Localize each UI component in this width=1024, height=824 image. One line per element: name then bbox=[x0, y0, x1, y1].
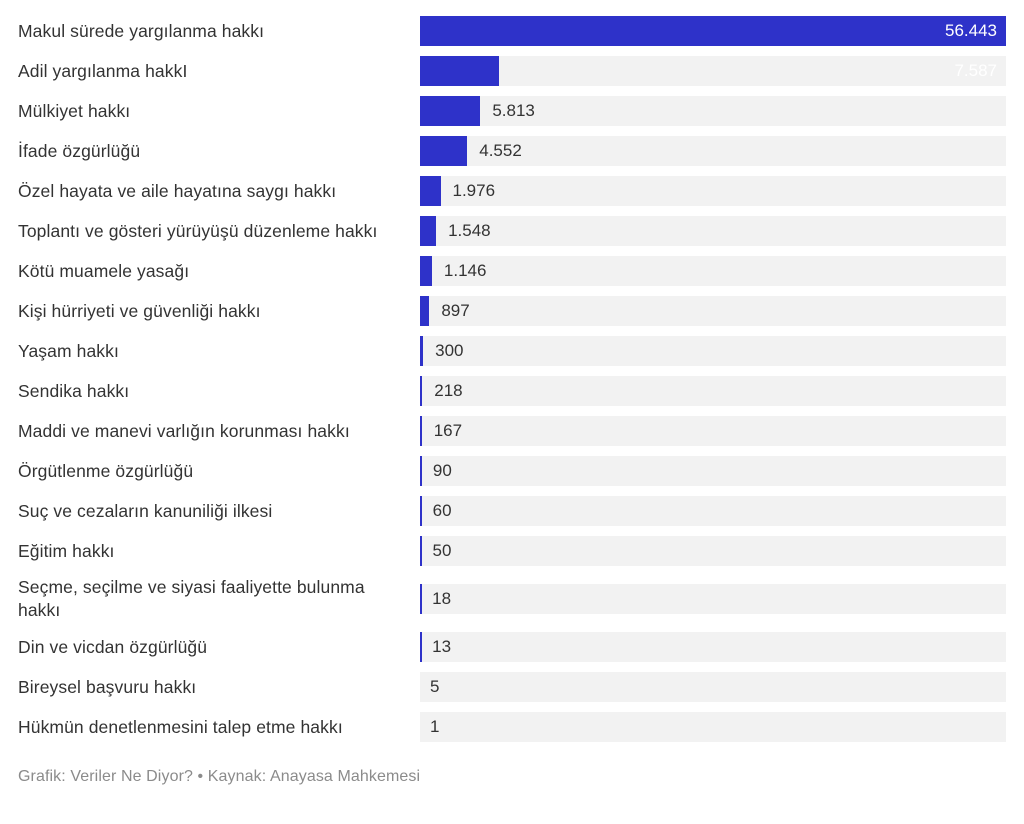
category-label: Kötü muamele yasağı bbox=[18, 260, 190, 281]
bar-row: Makul sürede yargılanma hakkı 56.443 bbox=[18, 16, 1006, 46]
bar-row: İfade özgürlüğü 4.552 bbox=[18, 136, 1006, 166]
value-label: 1.976 bbox=[452, 181, 496, 200]
value-label: 60 bbox=[432, 501, 452, 520]
bar-track: 50 bbox=[420, 536, 1006, 566]
value-label: 5 bbox=[430, 677, 440, 696]
bar-track: 1 bbox=[420, 712, 1006, 742]
value-label: 18 bbox=[432, 589, 452, 608]
bar-track: 90 bbox=[420, 456, 1006, 486]
value-label: 218 bbox=[434, 381, 463, 400]
bar bbox=[420, 632, 422, 662]
bar-track: 13 bbox=[420, 632, 1006, 662]
bar-track: 5 bbox=[420, 672, 1006, 702]
bar-track: 1.146 bbox=[420, 256, 1006, 286]
bar bbox=[420, 416, 422, 446]
bar-track: 300 bbox=[420, 336, 1006, 366]
bar bbox=[420, 584, 422, 614]
category-label: Bireysel başvuru hakkı bbox=[18, 676, 197, 697]
bar bbox=[420, 456, 422, 486]
value-label: 897 bbox=[441, 301, 470, 320]
bar-track: 897 bbox=[420, 296, 1006, 326]
bar bbox=[420, 176, 441, 206]
category-label: Sendika hakkı bbox=[18, 380, 130, 401]
category-label: İfade özgürlüğü bbox=[18, 140, 141, 161]
value-label: 50 bbox=[432, 541, 452, 560]
bar bbox=[420, 496, 422, 526]
category-label: Adil yargılanma hakkI bbox=[18, 60, 188, 81]
value-label: 4.552 bbox=[479, 141, 522, 160]
category-label: Din ve vicdan özgürlüğü bbox=[18, 636, 208, 657]
bar-row: Hükmün denetlenmesini talep etme hakkı 1 bbox=[18, 712, 1006, 742]
value-label: 56.443 bbox=[945, 21, 997, 40]
category-label: Makul sürede yargılanma hakkı bbox=[18, 20, 265, 41]
bar-row: Eğitim hakkı 50 bbox=[18, 536, 1006, 566]
category-label: Maddi ve manevi varlığın korunması hakkı bbox=[18, 420, 350, 441]
bar-row: Bireysel başvuru hakkı 5 bbox=[18, 672, 1006, 702]
bar-track: 1.548 bbox=[420, 216, 1006, 246]
category-label: Eğitim hakkı bbox=[18, 540, 115, 561]
bar bbox=[420, 56, 499, 86]
bar bbox=[420, 296, 430, 326]
category-label: Özel hayata ve aile hayatına saygı hakkı bbox=[18, 180, 337, 201]
chart-rows: Makul sürede yargılanma hakkı 56.443 Adil … bbox=[18, 16, 1006, 742]
bar bbox=[420, 376, 423, 406]
category-label: Yaşam hakkı bbox=[18, 340, 119, 361]
bar-row: Suç ve cezaların kanuniliği ilkesi 60 bbox=[18, 496, 1006, 526]
category-label: Suç ve cezaların kanuniliği ilkesi bbox=[18, 500, 273, 521]
value-label: 13 bbox=[432, 637, 452, 656]
value-label: 1.548 bbox=[448, 221, 491, 240]
bar-row: Mülkiyet hakkı 5.813 bbox=[18, 96, 1006, 126]
value-label: 5.813 bbox=[492, 101, 535, 120]
value-label: 90 bbox=[432, 461, 452, 480]
bar bbox=[420, 16, 1006, 46]
bar bbox=[420, 216, 437, 246]
bar bbox=[420, 96, 481, 126]
bar-row: Örgütlenme özgürlüğü 90 bbox=[18, 456, 1006, 486]
bar-row: Maddi ve manevi varlığın korunması hakkı… bbox=[18, 416, 1006, 446]
bar-row: Din ve vicdan özgürlüğü 13 bbox=[18, 632, 1006, 662]
bar-row: Sendika hakkı 218 bbox=[18, 376, 1006, 406]
bar bbox=[420, 536, 422, 566]
bar-row: Yaşam hakkı 300 bbox=[18, 336, 1006, 366]
bar-track: 56.443 bbox=[420, 16, 1006, 46]
bar bbox=[420, 256, 432, 286]
value-label: 300 bbox=[435, 341, 464, 360]
category-label: Seçme, seçilme ve siyasi faaliyette bulu… bbox=[18, 577, 365, 620]
bar-row: Kişi hürriyeti ve güvenliği hakkı 897 bbox=[18, 296, 1006, 326]
value-label: 167 bbox=[433, 421, 463, 440]
category-label: Hükmün denetlenmesini talep etme hakkı bbox=[18, 716, 343, 737]
bar-track: 218 bbox=[420, 376, 1006, 406]
chart-credit: Grafik: Veriler Ne Diyor? • Kaynak: Anay… bbox=[18, 768, 421, 785]
bar-track: 18 bbox=[420, 584, 1006, 614]
bar-row: Kötü muamele yasağı 1.146 bbox=[18, 256, 1006, 286]
bar-row: Seçme, seçilme ve siyasi faaliyette bulu… bbox=[18, 576, 1006, 622]
bar-track: 167 bbox=[420, 416, 1006, 446]
bar-row: Toplantı ve gösteri yürüyüşü düzenleme h… bbox=[18, 216, 1006, 246]
value-label: 1 bbox=[430, 717, 440, 736]
bar-row: Özel hayata ve aile hayatına saygı hakkı… bbox=[18, 176, 1006, 206]
category-label: Toplantı ve gösteri yürüyüşü düzenleme h… bbox=[18, 220, 378, 241]
bar-track: 7.587 bbox=[420, 56, 1006, 86]
bar-track: 1.976 bbox=[420, 176, 1006, 206]
bar-track: 5.813 bbox=[420, 96, 1006, 126]
category-label: Kişi hürriyeti ve güvenliği hakkı bbox=[18, 300, 261, 321]
bar bbox=[420, 336, 424, 366]
value-label: 7.587 bbox=[954, 61, 997, 80]
category-label: Örgütlenme özgürlüğü bbox=[18, 460, 194, 481]
bar bbox=[420, 136, 468, 166]
value-label: 1.146 bbox=[443, 261, 487, 280]
category-label: Mülkiyet hakkı bbox=[18, 100, 131, 121]
bar-track: 60 bbox=[420, 496, 1006, 526]
bar-row: Adil yargılanma hakkI 7.587 bbox=[18, 56, 1006, 86]
bar-track: 4.552 bbox=[420, 136, 1006, 166]
